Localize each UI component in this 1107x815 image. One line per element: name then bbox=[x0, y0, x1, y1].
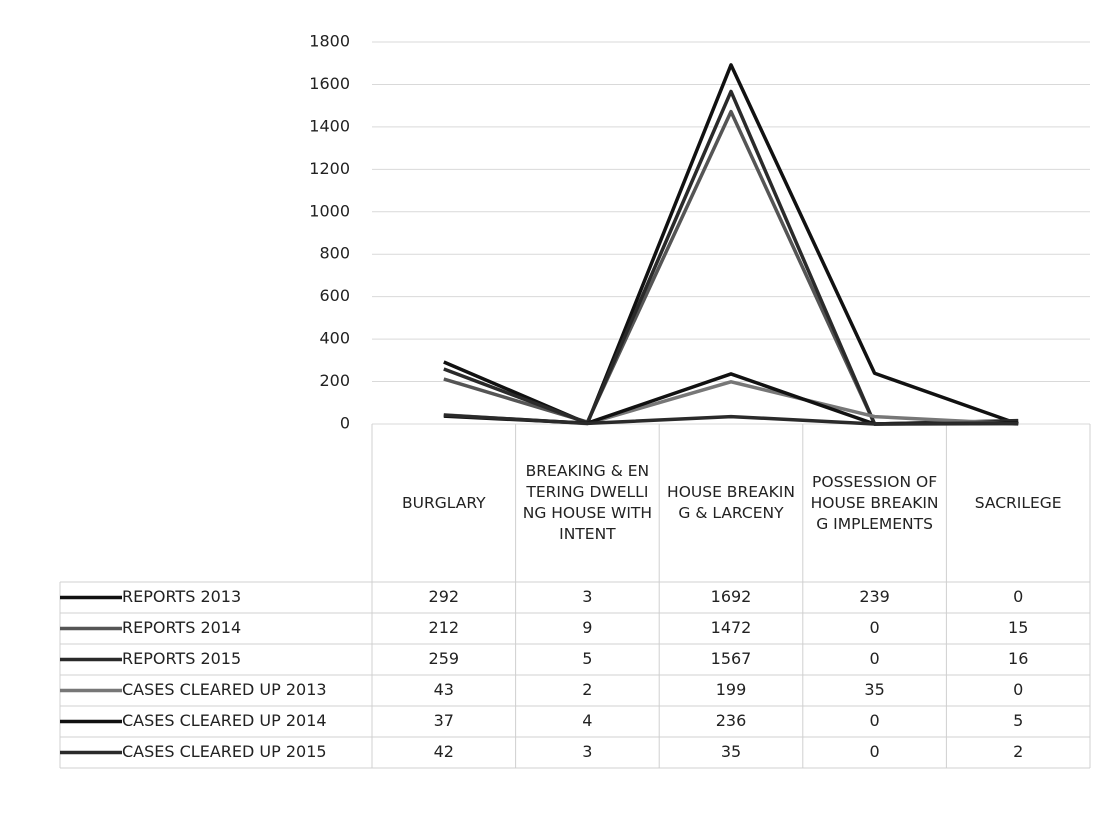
y-tick-label: 1400 bbox=[309, 116, 350, 135]
table-value: 9 bbox=[582, 618, 592, 637]
series-line bbox=[443, 413, 1019, 426]
table-value: 236 bbox=[716, 711, 747, 730]
table-value: 1567 bbox=[711, 649, 752, 668]
category-label: POSSESSION OF HOUSE BREAKING IMPLEMENTS bbox=[810, 472, 939, 533]
y-tick-label: 1200 bbox=[309, 159, 350, 178]
category-label: BURGLARY bbox=[401, 493, 486, 512]
table-value: 212 bbox=[429, 618, 460, 637]
table-value: 3 bbox=[582, 742, 592, 761]
y-tick-label: 400 bbox=[319, 329, 350, 348]
y-tick-label: 200 bbox=[319, 371, 350, 390]
legend-label: CASES CLEARED UP 2014 bbox=[122, 711, 327, 730]
series-line bbox=[443, 63, 1019, 426]
table-value: 15 bbox=[1008, 618, 1028, 637]
y-tick-label: 0 bbox=[340, 414, 350, 433]
legend-label: CASES CLEARED UP 2015 bbox=[122, 742, 327, 761]
table-value: 199 bbox=[716, 680, 747, 699]
table-value: 292 bbox=[429, 587, 460, 606]
table-value: 37 bbox=[434, 711, 454, 730]
category-label: BREAKING & ENTERING DWELLING HOUSE WITH … bbox=[522, 462, 653, 543]
table-value: 5 bbox=[1013, 711, 1023, 730]
legend-label: REPORTS 2015 bbox=[122, 649, 241, 668]
y-tick-label: 1000 bbox=[309, 201, 350, 220]
table-value: 43 bbox=[434, 680, 454, 699]
category-label: SACRILEGE bbox=[974, 493, 1062, 512]
table-value: 1472 bbox=[711, 618, 752, 637]
table-value: 35 bbox=[864, 680, 884, 699]
table-value: 2 bbox=[582, 680, 592, 699]
table-value: 259 bbox=[429, 649, 460, 668]
table-value: 0 bbox=[1013, 587, 1023, 606]
table-value: 0 bbox=[870, 618, 880, 637]
table-value: 4 bbox=[582, 711, 592, 730]
table-value: 42 bbox=[434, 742, 454, 761]
table-value: 0 bbox=[1013, 680, 1023, 699]
table-value: 239 bbox=[859, 587, 890, 606]
y-tick-label: 1800 bbox=[309, 32, 350, 51]
table-value: 0 bbox=[870, 742, 880, 761]
legend-label: REPORTS 2014 bbox=[122, 618, 241, 637]
series-line bbox=[443, 109, 1019, 426]
table-value: 1692 bbox=[711, 587, 752, 606]
table-value: 35 bbox=[721, 742, 741, 761]
table-value: 5 bbox=[582, 649, 592, 668]
table-value: 2 bbox=[1013, 742, 1023, 761]
table-value: 3 bbox=[582, 587, 592, 606]
legend-label: REPORTS 2013 bbox=[122, 587, 241, 606]
category-label: HOUSE BREAKING & LARCENY bbox=[667, 483, 795, 522]
y-tick-label: 600 bbox=[319, 286, 350, 305]
y-tick-label: 800 bbox=[319, 244, 350, 263]
table-value: 16 bbox=[1008, 649, 1028, 668]
table-value: 0 bbox=[870, 711, 880, 730]
legend-label: CASES CLEARED UP 2013 bbox=[122, 680, 327, 699]
y-tick-label: 1600 bbox=[309, 74, 350, 93]
table-value: 0 bbox=[870, 649, 880, 668]
